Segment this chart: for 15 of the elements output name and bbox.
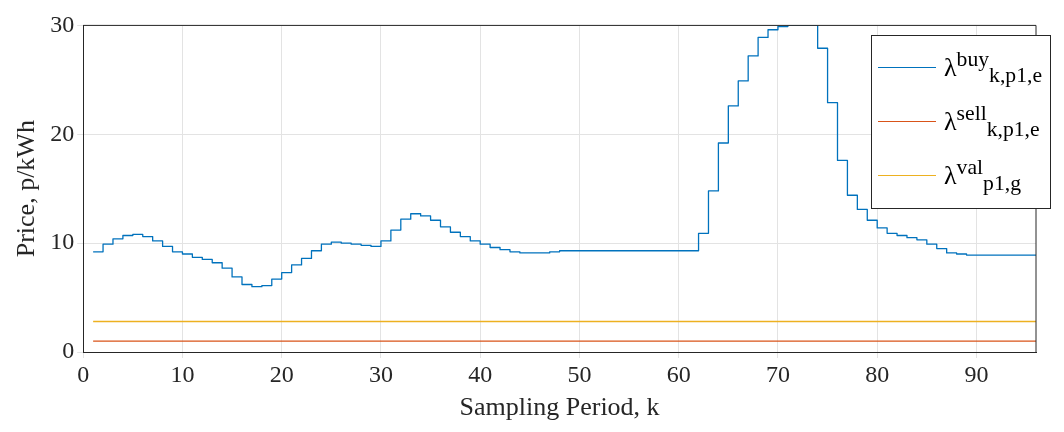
x-tick-label: 10 [170, 360, 195, 387]
y-tick-label: 20 [50, 119, 75, 146]
x-tick-label: 40 [468, 360, 493, 387]
x-tick-label: 50 [567, 360, 592, 387]
y-tick-label: 0 [62, 337, 75, 364]
x-tick-label: 30 [368, 360, 393, 387]
y-tick-label: 30 [50, 10, 75, 37]
y-tick-label: 10 [50, 228, 75, 255]
y-axis-title: Price, p/kWh [11, 120, 41, 258]
x-axis-title: Sampling Period, k [459, 392, 660, 422]
x-tick-label: 60 [666, 360, 691, 387]
x-tick-label: 20 [269, 360, 294, 387]
x-tick-label: 90 [964, 360, 989, 387]
x-tick-label: 80 [865, 360, 890, 387]
x-tick-label: 70 [765, 360, 790, 387]
